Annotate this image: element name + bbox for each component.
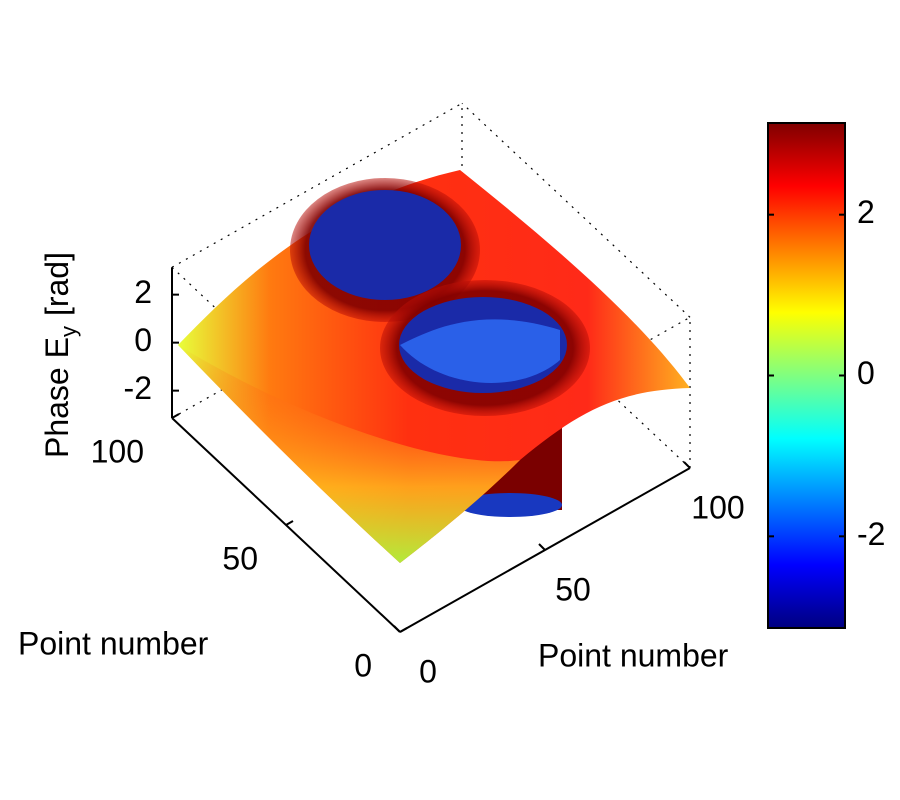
z-axis-label-unit: [rad] <box>39 252 75 316</box>
x-tick-label: 0 <box>419 653 437 689</box>
colorbar-tick-label: 2 <box>857 194 875 230</box>
z-tick-label: 2 <box>134 274 152 310</box>
surface-pillar-base <box>458 493 562 517</box>
y-tick <box>399 627 408 633</box>
x-tick <box>393 625 401 633</box>
y-tick <box>171 413 180 419</box>
z-tick-label: 0 <box>134 322 152 358</box>
y-tick-label: 50 <box>222 540 258 576</box>
x-tick-label: 50 <box>555 571 591 607</box>
z-tick-label: -2 <box>124 370 152 406</box>
colorbar-tick-label: 0 <box>857 355 875 391</box>
x-tick-label: 100 <box>691 489 744 525</box>
x-tick <box>538 543 546 551</box>
surface-shade <box>178 345 520 563</box>
y-tick-label: 100 <box>91 433 144 469</box>
surface-hole <box>309 190 461 300</box>
x-tick <box>683 461 691 469</box>
colorbar <box>767 122 846 629</box>
z-axis-label-text: Phase E <box>39 337 75 458</box>
z-axis-label-subscript: y <box>56 326 81 337</box>
y-tick <box>285 520 294 526</box>
y-tick-label: 0 <box>354 647 372 683</box>
y-axis-label: Point number <box>18 625 209 661</box>
colorbar-tick-label: -2 <box>857 516 885 552</box>
z-axis-label: Phase Ey [rad] <box>39 252 80 458</box>
surface <box>178 170 690 563</box>
surface-hole-wall <box>400 319 560 383</box>
x-axis-label: Point number <box>538 637 729 673</box>
